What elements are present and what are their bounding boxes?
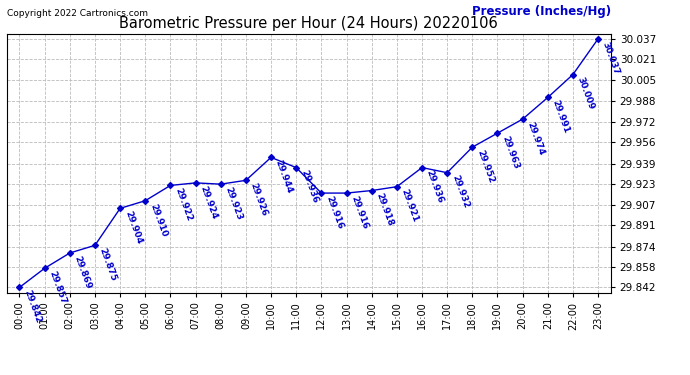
Text: Copyright 2022 Cartronics.com: Copyright 2022 Cartronics.com — [7, 9, 148, 18]
Text: 29.857: 29.857 — [48, 270, 68, 306]
Text: Pressure (Inches/Hg): Pressure (Inches/Hg) — [471, 5, 611, 18]
Text: 29.922: 29.922 — [173, 187, 194, 223]
Text: 29.918: 29.918 — [375, 192, 395, 228]
Text: 29.924: 29.924 — [198, 184, 219, 220]
Text: 29.932: 29.932 — [450, 174, 471, 210]
Text: 29.936: 29.936 — [299, 169, 319, 205]
Text: 29.923: 29.923 — [224, 186, 244, 221]
Text: 29.936: 29.936 — [425, 169, 445, 205]
Text: 29.921: 29.921 — [400, 188, 420, 224]
Text: 30.037: 30.037 — [601, 40, 621, 76]
Text: 29.944: 29.944 — [274, 159, 295, 195]
Text: 29.916: 29.916 — [324, 195, 344, 230]
Text: 29.963: 29.963 — [500, 135, 521, 170]
Text: 29.875: 29.875 — [98, 247, 118, 283]
Text: 29.974: 29.974 — [525, 120, 546, 157]
Text: 29.916: 29.916 — [349, 195, 370, 230]
Text: 30.009: 30.009 — [575, 76, 596, 111]
Text: 29.926: 29.926 — [248, 182, 269, 218]
Title: Barometric Pressure per Hour (24 Hours) 20220106: Barometric Pressure per Hour (24 Hours) … — [119, 16, 498, 31]
Text: 29.952: 29.952 — [475, 148, 495, 184]
Text: 29.869: 29.869 — [72, 254, 93, 290]
Text: 29.842: 29.842 — [22, 289, 43, 325]
Text: 29.991: 29.991 — [551, 99, 571, 135]
Text: 29.904: 29.904 — [123, 210, 144, 246]
Text: 29.910: 29.910 — [148, 202, 168, 238]
